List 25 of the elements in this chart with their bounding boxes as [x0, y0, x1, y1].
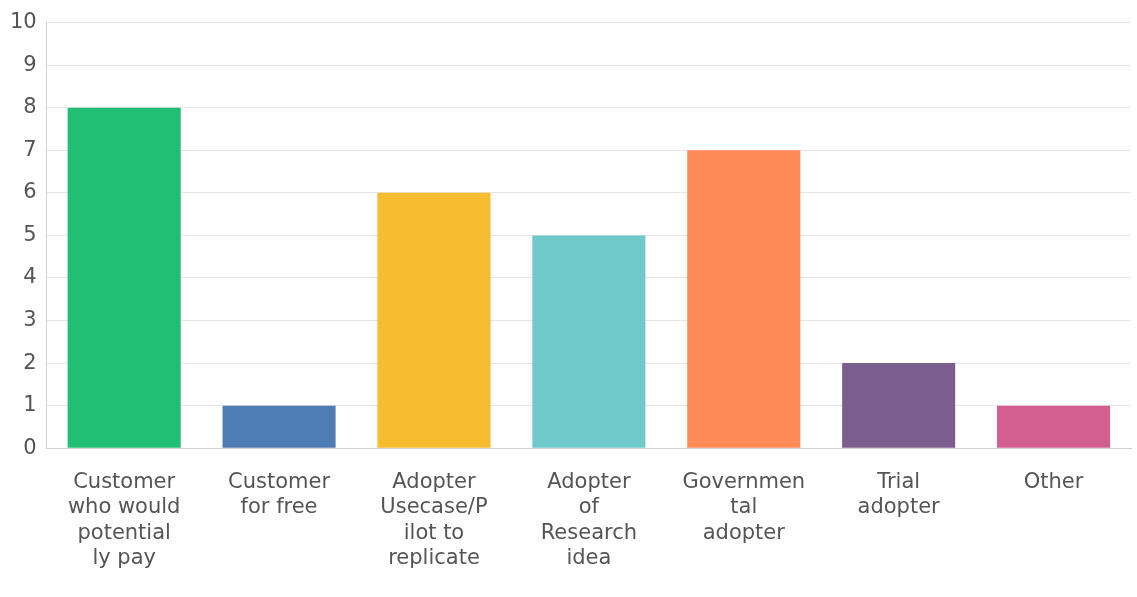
y-tick-label: 0 — [23, 434, 37, 459]
x-tick-label: Customer who would potentially pay — [67, 469, 181, 569]
x-tick-label: Customer for free — [228, 469, 331, 519]
y-tick-label: 10 — [9, 9, 37, 34]
y-tick-label: 9 — [23, 51, 37, 76]
y-tick-label: 5 — [23, 221, 37, 246]
bar — [532, 235, 646, 448]
y-tick-label: 6 — [23, 179, 37, 204]
x-tick-label: Governmental adopter — [682, 469, 806, 544]
bar — [377, 192, 491, 448]
x-tick-label: Other — [1023, 469, 1084, 494]
bar — [222, 405, 336, 448]
y-tick-label: 7 — [23, 136, 37, 161]
y-tick-label: 2 — [23, 349, 37, 374]
y-tick-label: 4 — [23, 264, 37, 289]
x-tick-label: Adopter of Research idea — [540, 469, 638, 569]
y-tick-label: 3 — [23, 306, 37, 331]
bar — [687, 150, 801, 448]
y-tick-label: 8 — [23, 94, 37, 119]
bar — [67, 107, 181, 448]
bar — [842, 363, 956, 448]
x-tick-label: Trial adopter — [857, 469, 941, 519]
bar — [997, 405, 1111, 448]
y-tick-label: 1 — [23, 392, 37, 417]
x-tick-label: Adopter Usecase/Pilot to replicate — [380, 469, 488, 569]
